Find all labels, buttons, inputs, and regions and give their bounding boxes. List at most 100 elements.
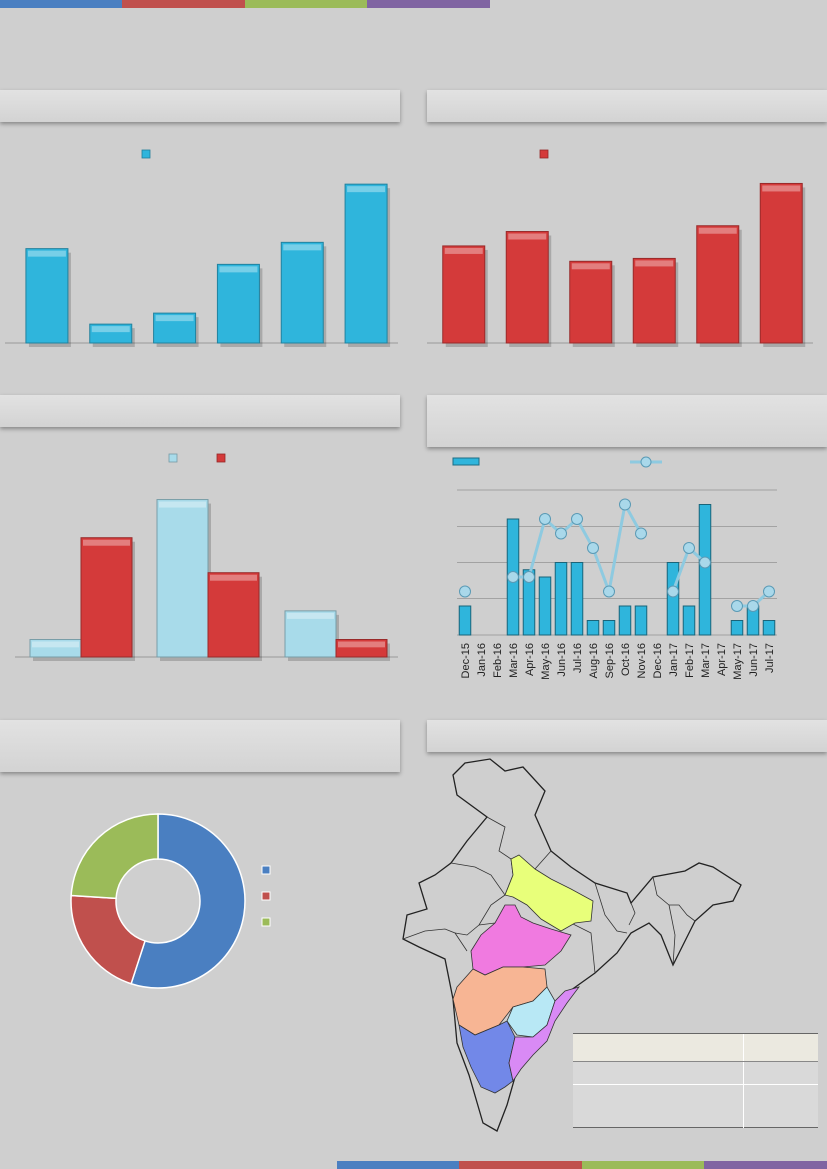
bar-9 — [586, 620, 600, 636]
line-point-18 — [731, 600, 743, 612]
bar-g1-s2 — [80, 537, 133, 658]
line-point-6 — [539, 513, 551, 525]
line-point-4 — [507, 571, 519, 583]
map-table-row-1 — [573, 1062, 818, 1085]
chart-1 — [5, 149, 398, 347]
legend-marker-1 — [261, 865, 271, 875]
bar-g2-s2-gloss — [210, 574, 257, 581]
x-tick-label: Apr-16 — [524, 643, 536, 676]
bottom-strip-3 — [582, 1161, 704, 1169]
bar-1 — [25, 248, 69, 344]
bar-5 — [522, 569, 536, 636]
bar-g3-s1 — [284, 610, 337, 658]
legend-marker-bars — [452, 457, 480, 466]
line-point-9 — [587, 542, 599, 554]
top-strip-1 — [0, 0, 122, 8]
line-point-16 — [699, 556, 711, 569]
x-tick-label: Nov-16 — [636, 643, 648, 678]
x-tick-label: Jun-16 — [556, 643, 568, 677]
bar-4-gloss — [219, 266, 258, 273]
bar-1 — [458, 605, 472, 636]
line-point-11 — [619, 498, 631, 511]
panel-5-title-bar — [0, 720, 400, 772]
bar-15 — [682, 605, 696, 636]
bar-6 — [759, 182, 803, 344]
bar-14 — [666, 562, 680, 636]
bar-8 — [570, 562, 584, 636]
chart-2 — [427, 149, 813, 347]
legend-marker — [141, 149, 151, 159]
top-strip-3 — [245, 0, 367, 8]
map-table — [573, 1033, 818, 1128]
legend-marker-1 — [168, 453, 178, 463]
map-table-header — [573, 1033, 818, 1062]
chart-5 — [70, 813, 271, 989]
legend-marker — [539, 149, 549, 159]
x-tick-label: Sep-16 — [604, 643, 616, 678]
chart-4: Dec-15 Jan-16 Feb-16 Mar-16 Apr-16 May-16 Jun-… — [452, 456, 777, 680]
bar-12 — [634, 605, 648, 636]
bar-3-gloss — [571, 263, 610, 270]
bar-18 — [730, 620, 744, 636]
bar-5 — [696, 225, 740, 344]
line-point-7 — [555, 527, 567, 540]
state-uttar-pradesh — [504, 854, 594, 932]
x-tick-label: Feb-17 — [684, 643, 696, 678]
bar-6-gloss — [762, 185, 801, 192]
bar-2-gloss — [91, 326, 130, 333]
map-table-header-cell-1 — [573, 1034, 744, 1061]
bar-g2-s2 — [207, 572, 260, 658]
india-map — [402, 758, 742, 1132]
top-strip-4 — [367, 0, 490, 8]
bar-1 — [442, 245, 486, 344]
top-strip-2 — [122, 0, 245, 8]
slice-1 — [130, 813, 246, 989]
bar-5 — [280, 241, 324, 344]
slice-3 — [70, 813, 159, 900]
panel-4-title-bar — [427, 395, 827, 447]
x-tick-label: May-17 — [732, 643, 744, 680]
bar-11 — [618, 605, 632, 636]
bottom-strip-4 — [704, 1161, 827, 1169]
bar-4-gloss — [635, 260, 674, 267]
x-tick-label: Jan-16 — [476, 643, 488, 677]
line-point-15 — [683, 542, 695, 554]
bar-7 — [554, 562, 568, 636]
panel-2-title-bar — [427, 90, 827, 122]
line-point-10 — [603, 585, 615, 598]
bottom-strip-1 — [337, 1161, 459, 1169]
legend-marker-dot — [640, 456, 652, 468]
state-andhra-pradesh — [508, 986, 581, 1083]
bar-1-gloss — [444, 247, 483, 254]
bar-g3-s2-gloss — [338, 641, 385, 648]
bar-g3-s2 — [335, 639, 388, 658]
panel-6-title-bar — [427, 720, 827, 752]
map-table-cell — [573, 1085, 744, 1128]
bar-10 — [602, 620, 616, 636]
x-tick-label: Dec-15 — [460, 643, 472, 678]
x-tick-label: Jan-17 — [668, 643, 680, 677]
bar-2 — [89, 323, 133, 344]
line-point-5 — [523, 571, 535, 583]
bar-3-gloss — [155, 315, 194, 322]
line-point-19 — [747, 600, 759, 612]
state-karnataka — [458, 1020, 516, 1094]
legend-marker-2 — [261, 891, 271, 901]
bar-1-gloss — [27, 250, 66, 257]
map-table-row-2 — [573, 1085, 818, 1128]
bar-6 — [538, 576, 552, 636]
bar-20 — [762, 620, 776, 636]
bar-g1-s2-gloss — [83, 539, 130, 546]
x-tick-label: Oct-16 — [620, 643, 632, 676]
bottom-strip-2 — [459, 1161, 582, 1169]
x-tick-label: Mar-17 — [700, 643, 712, 678]
panel-3-title-bar — [0, 395, 400, 427]
x-tick-label: Jul-16 — [572, 643, 584, 673]
bar-5-gloss — [698, 227, 737, 234]
bar-3 — [153, 312, 197, 344]
state-madhya-pradesh — [470, 904, 572, 976]
x-tick-label: Mar-16 — [508, 643, 520, 678]
map-table-header-cell-2 — [744, 1034, 818, 1061]
bar-g2-s1 — [156, 499, 209, 658]
x-tick-label: Jul-17 — [764, 643, 776, 673]
